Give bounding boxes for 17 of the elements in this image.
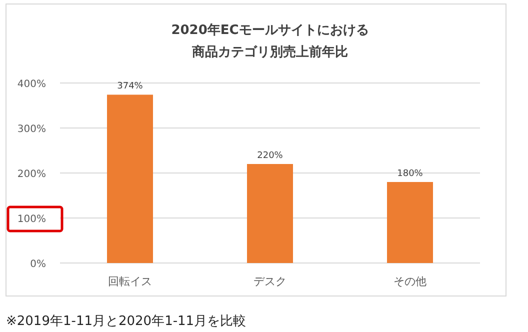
data-label: 220% [257, 151, 284, 161]
bar [247, 164, 293, 263]
y-tick-label: 300% [17, 124, 46, 135]
chart-subtitle: 商品カテゴリ別売上前年比 [191, 44, 348, 60]
chart-title: 2020年ECモールサイトにおける [171, 23, 369, 38]
y-tick-label: 200% [17, 169, 46, 180]
y-tick-label: 0% [30, 259, 46, 270]
data-label: 374% [117, 82, 144, 92]
bar [387, 182, 433, 263]
x-tick-label: その他 [394, 275, 426, 288]
x-tick-label: 回転イス [108, 275, 152, 288]
y-tick-label: 100% [17, 214, 46, 225]
bar [107, 94, 153, 263]
y-tick-label: 400% [17, 79, 46, 90]
x-tick-label: デスク [254, 275, 286, 288]
data-label: 180% [397, 169, 424, 179]
text: ※2019年1-11月と2020年1-11月を比較 [6, 314, 246, 329]
